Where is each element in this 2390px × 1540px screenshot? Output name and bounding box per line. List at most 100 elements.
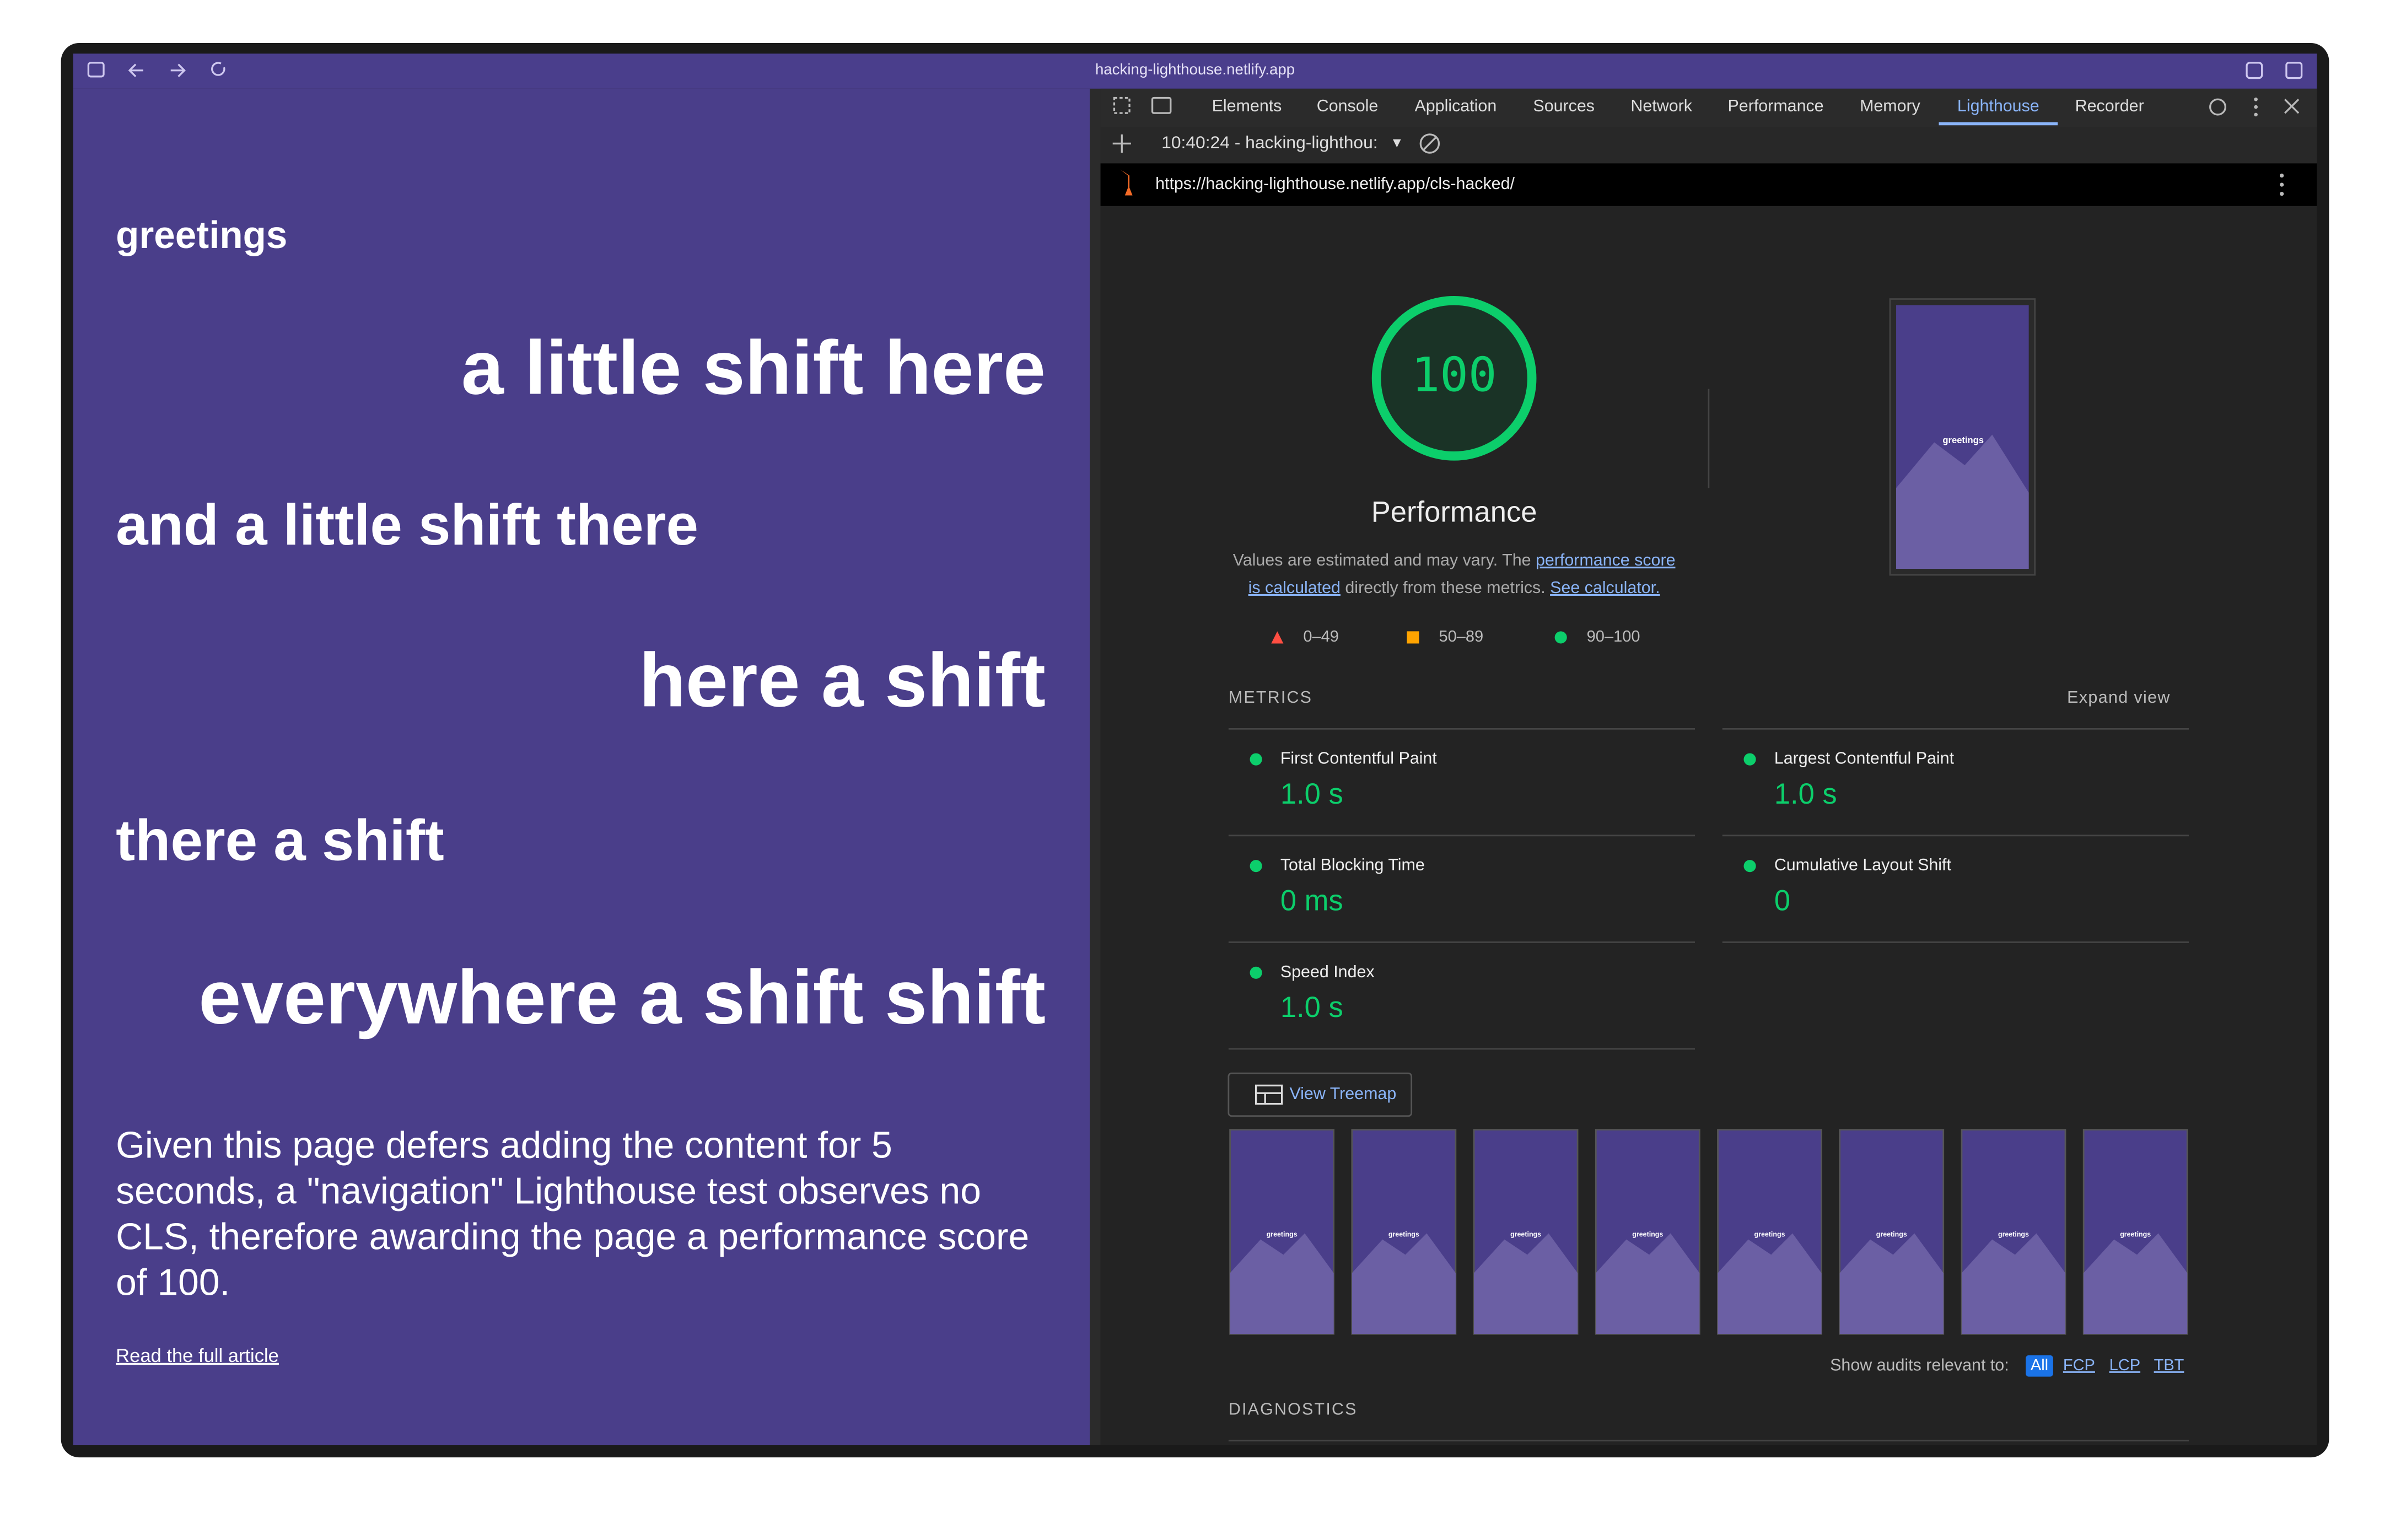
clear-button[interactable]	[1419, 133, 1440, 154]
metric-indicator	[1743, 860, 1756, 873]
filmstrip-text: greetings	[1754, 1231, 1785, 1239]
forward-button[interactable]	[170, 63, 186, 77]
devtools-tab[interactable]: Application	[1414, 96, 1497, 115]
gauge-fill	[1376, 300, 1532, 456]
inspect-button[interactable]	[1113, 96, 1131, 114]
web-page	[73, 88, 1090, 1446]
metric-indicator	[1743, 753, 1756, 766]
description-link[interactable]: performance score	[1536, 551, 1676, 569]
metric-name: Largest Contentful Paint	[1774, 749, 1955, 768]
metrics-title: METRICS	[1229, 688, 1312, 707]
filmstrip-text: greetings	[1267, 1231, 1298, 1239]
paragraph-line: of 100.	[116, 1262, 230, 1304]
content: a little shift here and a little shift th…	[116, 96, 2189, 1442]
expand-view[interactable]: Expand view	[2067, 688, 2171, 707]
description-line: is calculated directly from these metric…	[1248, 578, 1660, 597]
filmstrip-shape	[1474, 1233, 1578, 1334]
devtools-tab[interactable]: Lighthouse	[1957, 96, 2039, 115]
legend-square	[1407, 631, 1419, 644]
devtools-tab[interactable]: Performance	[1728, 96, 1824, 115]
filmstrip-text: greetings	[1510, 1231, 1541, 1239]
report-selector-arrow: ▼	[1390, 135, 1404, 150]
filmstrip-shape	[1596, 1233, 1700, 1334]
metric-value: 1.0 s	[1280, 991, 1343, 1024]
legend-circle	[1554, 631, 1567, 644]
active-tab-indicator	[1939, 122, 2058, 126]
description-link[interactable]: See calculator.	[1550, 578, 1660, 597]
article-link[interactable]: Read the full article	[116, 1345, 279, 1366]
treemap-label: View Treemap	[1289, 1084, 1396, 1103]
filmstrip-shape	[2084, 1233, 2188, 1334]
menu-dots	[2254, 97, 2284, 196]
metric-value: 0	[1774, 884, 1790, 917]
audit-filter-active	[2026, 1355, 2053, 1377]
paragraph-line: CLS, therefore awarding the page a perfo…	[116, 1216, 1029, 1258]
final-screenshot-shape	[1896, 434, 2029, 569]
category-title: Performance	[1371, 496, 1537, 528]
shift-heading: a little shift here	[461, 326, 1046, 411]
treemap-button[interactable]	[1228, 1072, 1413, 1117]
filmstrip-text: greetings	[1388, 1231, 1419, 1239]
audit-filter-option[interactable]: TBT	[2154, 1356, 2184, 1374]
metric-name: First Contentful Paint	[1280, 749, 1437, 768]
back-button[interactable]	[128, 63, 143, 77]
audit-filter-option[interactable]: All	[2031, 1356, 2048, 1374]
gauge-score: 100	[1412, 348, 1497, 403]
shift-heading: there a shift	[116, 808, 444, 873]
filmstrip-shape	[1230, 1233, 1334, 1334]
filmstrip-text: greetings	[1632, 1231, 1663, 1239]
description-text: directly from these metrics.	[1341, 578, 1550, 597]
audit-filter-option[interactable]: FCP	[2063, 1356, 2095, 1374]
final-screenshot-text: greetings	[1942, 435, 1984, 445]
device-button[interactable]	[1151, 96, 1172, 114]
metric-value: 1.0 s	[1280, 778, 1343, 810]
filmstrip-text: greetings	[2120, 1231, 2151, 1239]
filmstrip-shape	[1352, 1233, 1456, 1334]
devtools-tab[interactable]: Elements	[1212, 96, 1282, 115]
audit-filter-option[interactable]: LCP	[2109, 1356, 2140, 1374]
reader-button[interactable]	[2246, 62, 2263, 79]
description-link[interactable]: is calculated	[1248, 578, 1341, 597]
split-button[interactable]	[2285, 62, 2303, 79]
reload-button[interactable]	[211, 62, 225, 76]
devtools-tab[interactable]: Sources	[1533, 96, 1595, 115]
devtools-tab[interactable]: Network	[1630, 96, 1692, 115]
lighthouse-toolbar	[1100, 127, 2317, 164]
greeting-heading: greetings	[116, 213, 287, 256]
settings-button[interactable]	[2209, 98, 2227, 116]
report-selector[interactable]: 10:40:24 - hacking-lighthou:	[1161, 132, 1377, 152]
metric-value: 1.0 s	[1774, 778, 1837, 810]
paragraph-line: seconds, a "navigation" Lighthouse test …	[116, 1171, 981, 1212]
title-bar	[73, 53, 2317, 89]
metric-indicator	[1250, 753, 1262, 766]
sidebar-button[interactable]	[87, 62, 105, 78]
splitter	[1090, 88, 1101, 1446]
devtools-tab[interactable]: Memory	[1860, 96, 1921, 115]
report-url-bar	[1100, 163, 2317, 206]
filmstrip-text: greetings	[1876, 1231, 1907, 1239]
metric-name: Cumulative Layout Shift	[1774, 855, 1952, 874]
audits-filter-label: Show audits relevant to:	[1830, 1355, 2009, 1374]
devtools-tab[interactable]: Console	[1317, 96, 1379, 115]
legend-label: 50–89	[1439, 628, 1483, 645]
gauge-arc	[1371, 295, 1537, 461]
new-report-button[interactable]	[1112, 134, 1131, 153]
legend-triangle	[1271, 631, 1284, 644]
report-url: https://hacking-lighthouse.netlify.app/c…	[1155, 174, 1515, 193]
address-bar-url[interactable]: hacking-lighthouse.netlify.app	[1095, 61, 1295, 78]
description-text: Values are estimated and may vary. The	[1233, 551, 1536, 569]
devtools-tab[interactable]: Recorder	[2075, 96, 2144, 115]
description-line: Values are estimated and may vary. The p…	[1233, 551, 1676, 569]
metric-indicator	[1250, 860, 1262, 873]
shift-heading: here a shift	[639, 638, 1046, 723]
devtools-tab-bar	[1100, 88, 2317, 127]
close-button[interactable]	[2284, 99, 2300, 114]
metric-indicator	[1250, 966, 1262, 979]
shift-heading: and a little shift there	[116, 493, 698, 557]
clear-button-slash	[1423, 137, 1437, 150]
browser-controls	[87, 62, 2303, 79]
devtools-controls	[1112, 96, 2300, 154]
metric-name: Total Blocking Time	[1280, 855, 1425, 874]
